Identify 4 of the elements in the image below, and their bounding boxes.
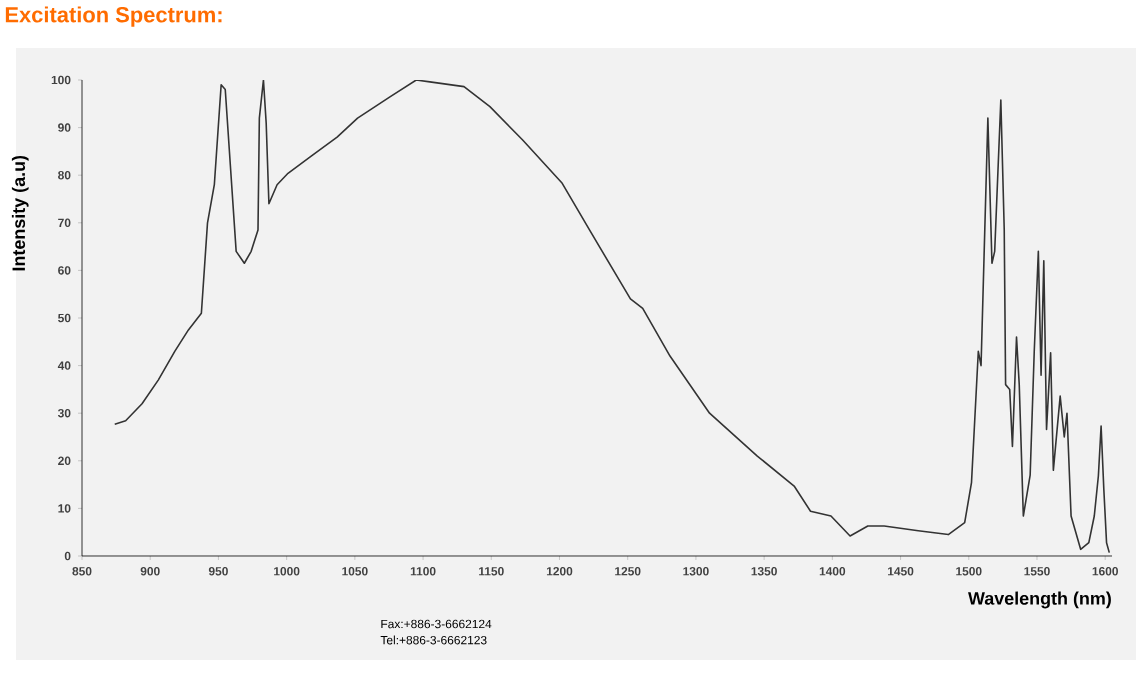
chart-title: Excitation Spectrum: [5, 6, 222, 27]
x-axis-title: Wavelength (nm) [968, 591, 1111, 609]
y-axis-title: Intensity (a.u) [11, 155, 29, 271]
line-series [113, 79, 1111, 554]
